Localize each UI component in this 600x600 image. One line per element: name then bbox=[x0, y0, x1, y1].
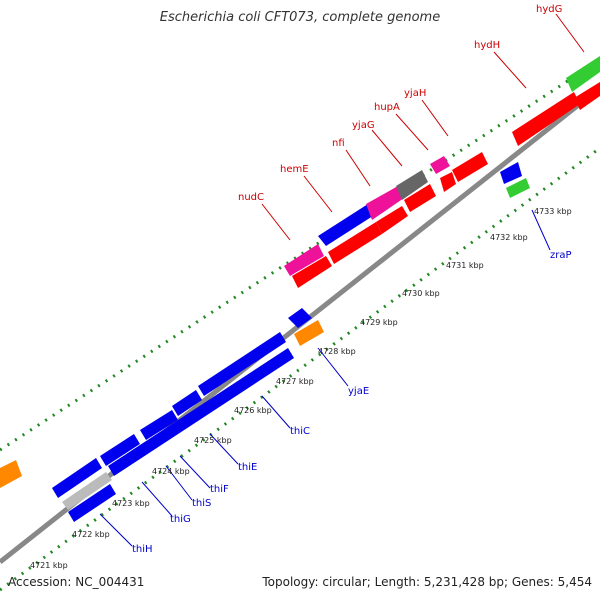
kbp-label: 4729 kbp bbox=[360, 318, 398, 327]
top-gene-labels: nudC hemE nfi yjaG hupA yjaH hydH hydG bbox=[238, 4, 585, 241]
gene-feature[interactable] bbox=[62, 472, 112, 510]
gene-feature[interactable] bbox=[500, 162, 522, 184]
gene-feature[interactable] bbox=[404, 184, 436, 212]
gene-feature[interactable] bbox=[0, 460, 22, 488]
gene-label-thiE[interactable]: thiE bbox=[238, 462, 257, 473]
gene-label-nfi[interactable]: nfi bbox=[332, 138, 345, 149]
genome-summary: Topology: circular; Length: 5,231,428 bp… bbox=[262, 575, 592, 589]
gene-label-thiS[interactable]: thiS bbox=[192, 498, 211, 509]
gene-feature[interactable] bbox=[512, 92, 580, 146]
gene-label-yjaH[interactable]: yjaH bbox=[404, 88, 426, 99]
kbp-label: 4721 kbp bbox=[30, 561, 68, 570]
gene-feature[interactable] bbox=[318, 204, 376, 246]
gene-feature[interactable] bbox=[566, 56, 600, 92]
kbp-label: 4726 kbp bbox=[234, 406, 272, 415]
gene-feature[interactable] bbox=[68, 484, 116, 522]
gene-feature[interactable] bbox=[140, 410, 178, 440]
kbp-label: 4728 kbp bbox=[318, 347, 356, 356]
gene-label-hydG[interactable]: hydG bbox=[536, 4, 562, 15]
gene-feature[interactable] bbox=[366, 186, 404, 220]
gene-feature[interactable] bbox=[574, 82, 600, 110]
gene-feature[interactable] bbox=[430, 156, 450, 174]
gene-feature[interactable] bbox=[440, 172, 456, 192]
gene-feature[interactable] bbox=[452, 152, 488, 182]
gene-label-thiG[interactable]: thiG bbox=[170, 514, 191, 525]
gene-feature[interactable] bbox=[288, 308, 312, 328]
map-title: Escherichia coli CFT073, complete genome bbox=[159, 10, 441, 25]
top-strand-genes bbox=[0, 56, 600, 498]
bottom-gene-labels: thiH thiG thiS thiF thiE thiC yjaE zraP bbox=[99, 209, 572, 555]
kbp-label: 4730 kbp bbox=[402, 289, 440, 298]
gene-label-yjaE[interactable]: yjaE bbox=[348, 386, 369, 397]
gene-label-hupA[interactable]: hupA bbox=[374, 102, 400, 113]
gene-feature[interactable] bbox=[100, 434, 140, 466]
gene-label-thiH[interactable]: thiH bbox=[132, 544, 153, 555]
gene-feature[interactable] bbox=[328, 222, 382, 264]
gene-feature[interactable] bbox=[172, 390, 202, 416]
gene-feature[interactable] bbox=[376, 206, 408, 234]
kbp-label: 4725 kbp bbox=[194, 436, 232, 445]
gene-feature[interactable] bbox=[506, 178, 530, 198]
bottom-scale-dots bbox=[0, 146, 600, 592]
gene-feature[interactable] bbox=[284, 244, 324, 276]
gene-feature[interactable] bbox=[292, 256, 332, 288]
gene-feature[interactable] bbox=[396, 170, 428, 200]
gene-feature[interactable] bbox=[294, 320, 324, 346]
gene-label-yjaG[interactable]: yjaG bbox=[352, 120, 375, 131]
gene-label-nudC[interactable]: nudC bbox=[238, 192, 264, 203]
kbp-label: 4727 kbp bbox=[276, 377, 314, 386]
bottom-strand-genes bbox=[62, 82, 600, 522]
gene-label-zraP[interactable]: zraP bbox=[550, 250, 572, 261]
gene-label-hemE[interactable]: hemE bbox=[280, 164, 309, 175]
kbp-label: 4722 kbp bbox=[72, 530, 110, 539]
gene-label-hydH[interactable]: hydH bbox=[474, 40, 500, 51]
top-scale-dots bbox=[0, 58, 600, 452]
kbp-scale-labels: 4721 kbp 4722 kbp 4723 kbp 4724 kbp 4725… bbox=[30, 207, 572, 570]
kbp-label: 4733 kbp bbox=[534, 207, 572, 216]
gene-feature[interactable] bbox=[52, 458, 102, 498]
gene-label-thiC[interactable]: thiC bbox=[290, 426, 310, 437]
accession-label: Accession: NC_004431 bbox=[8, 575, 145, 589]
gene-feature[interactable] bbox=[108, 348, 294, 476]
gene-label-thiF[interactable]: thiF bbox=[210, 484, 229, 495]
kbp-label: 4724 kbp bbox=[152, 467, 190, 476]
kbp-label: 4732 kbp bbox=[490, 233, 528, 242]
kbp-label: 4731 kbp bbox=[446, 261, 484, 270]
kbp-label: 4723 kbp bbox=[112, 499, 150, 508]
gene-feature[interactable] bbox=[198, 332, 286, 396]
